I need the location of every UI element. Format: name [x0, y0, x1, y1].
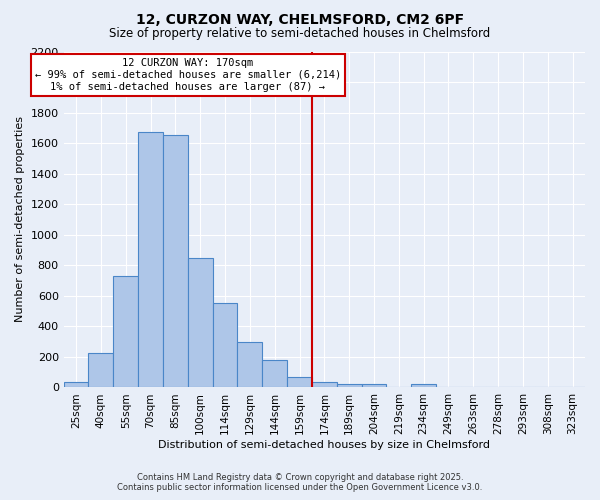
- Bar: [188, 258, 212, 388]
- Bar: [287, 377, 312, 388]
- Bar: [411, 384, 436, 388]
- Bar: [212, 302, 238, 388]
- Text: Size of property relative to semi-detached houses in Chelmsford: Size of property relative to semi-detach…: [109, 28, 491, 40]
- Bar: [88, 353, 113, 388]
- Bar: [163, 136, 188, 388]
- X-axis label: Distribution of semi-detached houses by size in Chelmsford: Distribution of semi-detached houses by …: [158, 440, 490, 450]
- Text: 12, CURZON WAY, CHELMSFORD, CM2 6PF: 12, CURZON WAY, CHELMSFORD, CM2 6PF: [136, 12, 464, 26]
- Text: 12 CURZON WAY: 170sqm
← 99% of semi-detached houses are smaller (6,214)
1% of se: 12 CURZON WAY: 170sqm ← 99% of semi-deta…: [35, 58, 341, 92]
- Bar: [262, 360, 287, 388]
- Text: Contains HM Land Registry data © Crown copyright and database right 2025.
Contai: Contains HM Land Registry data © Crown c…: [118, 473, 482, 492]
- Bar: [337, 384, 362, 388]
- Bar: [113, 276, 138, 388]
- Y-axis label: Number of semi-detached properties: Number of semi-detached properties: [15, 116, 25, 322]
- Bar: [64, 382, 88, 388]
- Bar: [362, 384, 386, 388]
- Bar: [238, 342, 262, 388]
- Bar: [138, 132, 163, 388]
- Bar: [312, 382, 337, 388]
